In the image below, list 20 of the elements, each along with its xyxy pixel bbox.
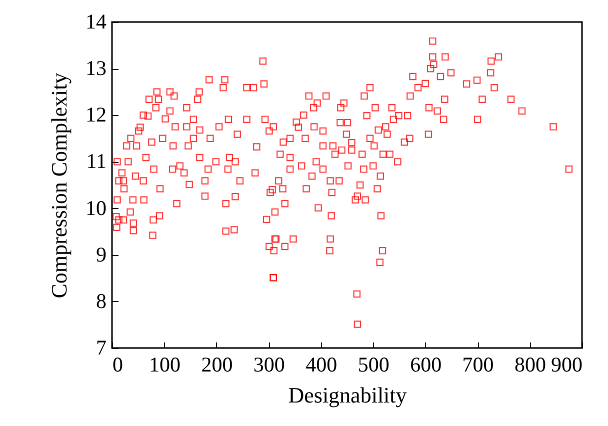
y-tick-label: 14 xyxy=(86,10,107,34)
x-tick-label: 0 xyxy=(112,352,123,376)
y-tick-label: 9 xyxy=(96,242,106,266)
x-tick-label: 700 xyxy=(462,352,494,376)
y-tick-label: 12 xyxy=(86,102,106,127)
x-tick-label: 400 xyxy=(306,352,338,376)
x-tick-label: 900 xyxy=(551,352,582,376)
x-tick-label: 100 xyxy=(148,352,180,376)
x-tick-label: 600 xyxy=(410,352,442,376)
x-tick-label: 500 xyxy=(358,352,390,376)
y-tick-label: 11 xyxy=(86,149,106,174)
y-tick-label: 8 xyxy=(96,288,106,313)
y-axis-title: Compression Complexity xyxy=(46,72,72,298)
y-tick-label: 7 xyxy=(96,336,106,360)
y-tick-label: 13 xyxy=(86,56,106,80)
x-tick-label: 800 xyxy=(514,352,546,376)
x-tick-label: 200 xyxy=(201,352,233,376)
x-tick-label: 300 xyxy=(253,352,285,376)
x-axis-title: Designability xyxy=(288,382,407,408)
y-tick-label: 10 xyxy=(86,196,106,220)
